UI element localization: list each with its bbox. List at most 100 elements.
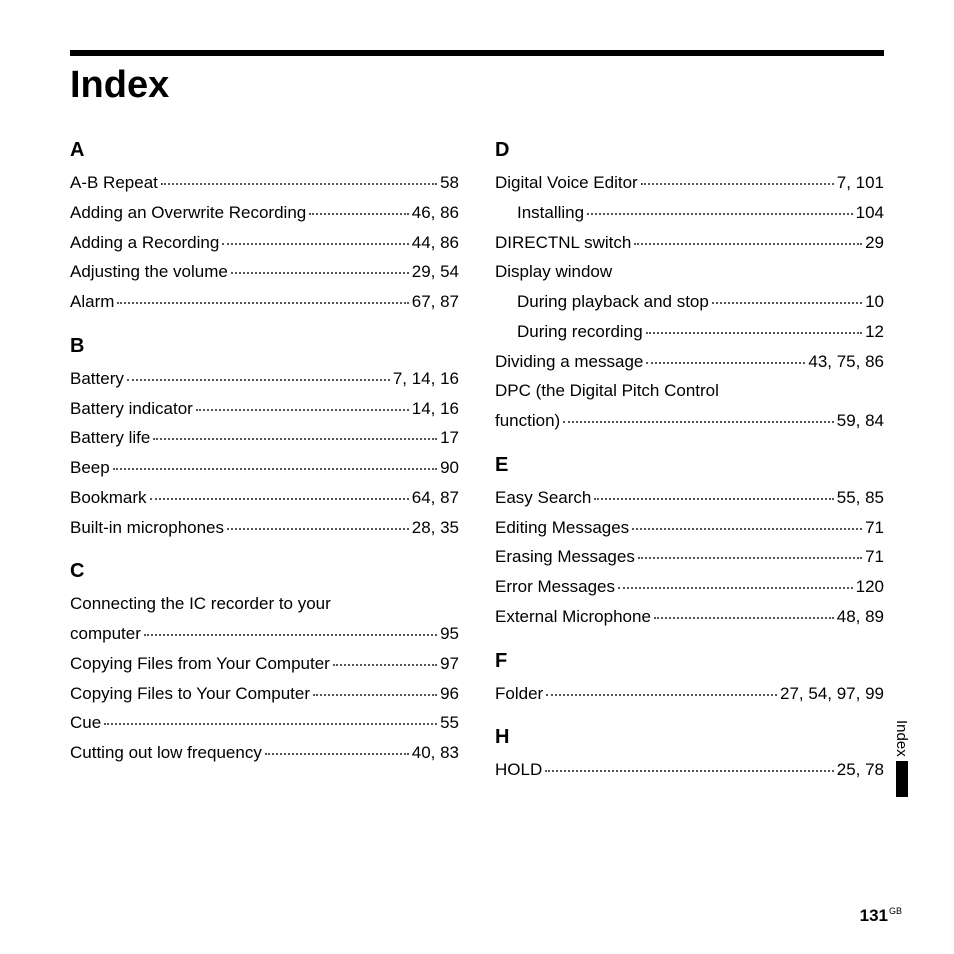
index-entry-label: Adding a Recording [70, 228, 219, 258]
index-entry: Copying Files from Your Computer97 [70, 649, 459, 679]
index-entry-pages: 28, 35 [412, 513, 459, 543]
index-entry-label: Dividing a message [495, 347, 643, 377]
index-entry-label: Connecting the IC recorder to your [70, 589, 331, 619]
index-entry-label: Cutting out low frequency [70, 738, 262, 768]
index-entry-leader [563, 421, 834, 423]
index-entry-label: Easy Search [495, 483, 591, 513]
index-entry-label: function) [495, 406, 560, 436]
index-entry-label: Editing Messages [495, 513, 629, 543]
index-entry-label: Display window [495, 257, 612, 287]
index-entry-leader [646, 362, 805, 364]
index-section-letter: H [495, 726, 884, 749]
index-entry: Battery7, 14, 16 [70, 364, 459, 394]
index-section-letter: F [495, 650, 884, 673]
index-entry: Installing104 [495, 198, 884, 228]
index-entry: Digital Voice Editor7, 101 [495, 168, 884, 198]
index-entry-pages: 58 [440, 168, 459, 198]
index-entry-label: External Microphone [495, 602, 651, 632]
index-entry: During recording12 [495, 317, 884, 347]
index-entry-leader [641, 183, 834, 185]
index-entry-leader [117, 302, 408, 304]
index-entry-leader [127, 379, 390, 381]
index-entry-pages: 29 [865, 228, 884, 258]
index-entry: Built-in microphones 28, 35 [70, 513, 459, 543]
index-entry-pages: 71 [865, 542, 884, 572]
index-entry: Easy Search 55, 85 [495, 483, 884, 513]
index-entry-leader [618, 587, 853, 589]
index-entry-label: Battery indicator [70, 394, 193, 424]
index-entry-label: Alarm [70, 287, 114, 317]
index-entry: DPC (the Digital Pitch Control [495, 376, 884, 406]
index-entry-leader [144, 634, 437, 636]
index-entry-leader [161, 183, 437, 185]
index-entry-leader [196, 409, 409, 411]
side-tab-label: Index [893, 720, 910, 757]
index-entry: HOLD25, 78 [495, 755, 884, 785]
index-entry-label: Copying Files from Your Computer [70, 649, 330, 679]
index-entry: Error Messages120 [495, 572, 884, 602]
index-entry-pages: 46, 86 [412, 198, 459, 228]
side-tab: Index [893, 720, 910, 797]
page-title: Index [70, 50, 884, 107]
index-entry: DIRECTNL switch29 [495, 228, 884, 258]
index-entry: Cue 55 [70, 708, 459, 738]
index-entry-leader [150, 498, 409, 500]
index-entry-label: Battery [70, 364, 124, 394]
index-entry: Cutting out low frequency 40, 83 [70, 738, 459, 768]
index-entry-leader [712, 302, 862, 304]
index-entry-pages: 59, 84 [837, 406, 884, 436]
index-entry-label: Cue [70, 708, 101, 738]
index-entry-leader [638, 557, 862, 559]
index-entry-label: During recording [517, 317, 643, 347]
index-entry-label: Digital Voice Editor [495, 168, 638, 198]
index-columns: A A-B Repeat 58 Adding an Overwrite Recordi… [70, 135, 884, 785]
index-entry: Dividing a message 43, 75, 86 [495, 347, 884, 377]
index-entry-label: computer [70, 619, 141, 649]
side-tab-marker [896, 761, 908, 797]
index-entry-pages: 17 [440, 423, 459, 453]
index-entry-pages: 48, 89 [837, 602, 884, 632]
index-entry-label: DPC (the Digital Pitch Control [495, 376, 719, 406]
index-entry: Erasing Messages 71 [495, 542, 884, 572]
index-entry-pages: 64, 87 [412, 483, 459, 513]
index-entry: Bookmark64, 87 [70, 483, 459, 513]
index-section-letter: E [495, 454, 884, 477]
index-entry-leader [309, 213, 409, 215]
index-entry-leader [632, 528, 862, 530]
index-entry-pages: 29, 54 [412, 257, 459, 287]
index-entry-pages: 71 [865, 513, 884, 543]
index-entry: A-B Repeat 58 [70, 168, 459, 198]
index-section-letter: A [70, 139, 459, 162]
index-entry-label: Folder [495, 679, 543, 709]
index-entry-leader [222, 243, 408, 245]
index-entry: Folder27, 54, 97, 99 [495, 679, 884, 709]
index-entry-leader [227, 528, 409, 530]
index-column-left: A A-B Repeat 58 Adding an Overwrite Recordi… [70, 135, 459, 785]
index-entry-leader [313, 694, 437, 696]
index-entry-pages: 43, 75, 86 [808, 347, 884, 377]
index-entry-label: Erasing Messages [495, 542, 635, 572]
index-entry-label: Adding an Overwrite Recording [70, 198, 306, 228]
index-entry: Copying Files to Your Computer 96 [70, 679, 459, 709]
index-entry-pages: 40, 83 [412, 738, 459, 768]
index-entry-label: A-B Repeat [70, 168, 158, 198]
index-entry-label: Built-in microphones [70, 513, 224, 543]
index-entry-leader [265, 753, 409, 755]
index-entry: Connecting the IC recorder to your [70, 589, 459, 619]
index-entry-leader [654, 617, 834, 619]
index-entry-leader [153, 438, 437, 440]
index-entry-leader [545, 770, 834, 772]
index-entry-label: Copying Files to Your Computer [70, 679, 310, 709]
index-entry-leader [231, 272, 409, 274]
index-entry-pages: 55 [440, 708, 459, 738]
page-number-value: 131 [860, 906, 888, 925]
index-entry-pages: 96 [440, 679, 459, 709]
index-entry-leader [594, 498, 833, 500]
index-entry-label: Battery life [70, 423, 150, 453]
index-entry-label: During playback and stop [517, 287, 709, 317]
index-entry-leader [646, 332, 862, 334]
index-entry-pages: 55, 85 [837, 483, 884, 513]
index-entry-leader [587, 213, 853, 215]
index-entry: Battery indicator14, 16 [70, 394, 459, 424]
page-number-suffix: GB [889, 906, 902, 916]
